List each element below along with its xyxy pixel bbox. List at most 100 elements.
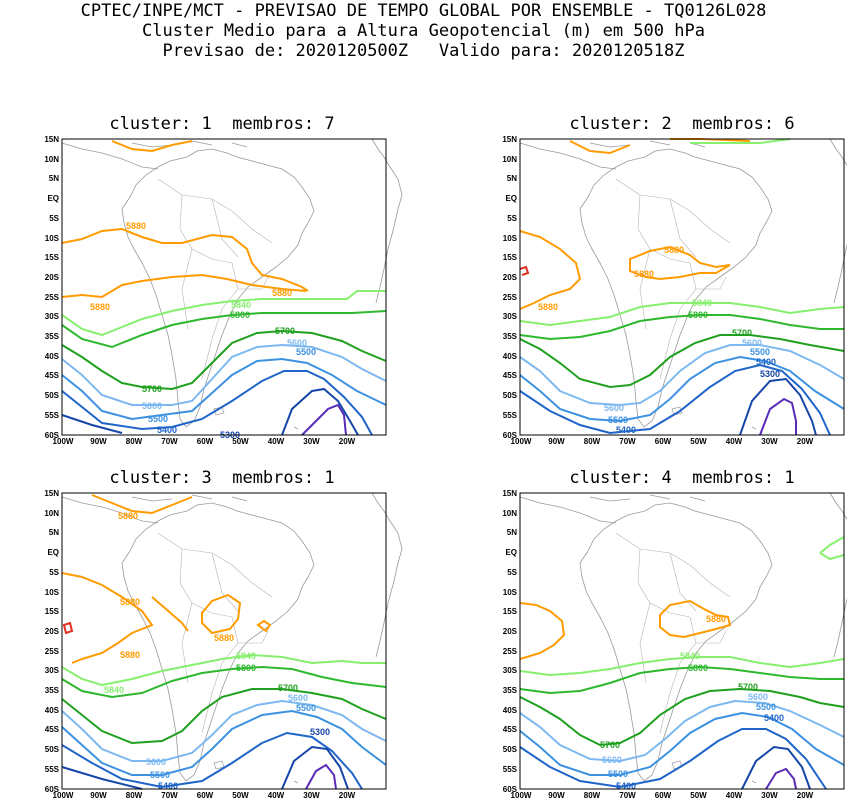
lat-tick-label: 5N [48,528,59,538]
lon-tick-label: 20W [796,791,814,800]
contour-5880-high [659,599,732,639]
lat-tick-label: 30S [502,666,517,676]
contour-label-5600: 5600 [742,338,762,348]
contour-label-5400: 5400 [157,425,177,435]
lat-tick-label: 10S [44,233,59,243]
contour-5700 [61,329,387,391]
lat-tick-label: 35S [44,686,59,695]
lon-tick-label: 100W [510,437,532,446]
contour-label-5300: 5300 [310,727,330,737]
lat-tick-label: 20S [502,272,517,282]
contour-label-5840: 5840 [231,300,251,310]
lat-tick-label: 10N [44,154,59,164]
contour-label-5800: 5800 [688,310,708,320]
contour-label-5840: 5840 [104,685,124,695]
lat-tick-label: 10S [44,587,59,597]
lon-tick-label: 30W [303,437,320,446]
lat-tick-label: 50S [44,745,59,755]
contour-5500 [519,355,845,423]
lon-tick-label: 50W [690,791,707,800]
lon-tick-label: 100W [52,437,74,446]
forecast-dates: Previsao de: 2020120500Z Valido para: 20… [162,41,685,61]
lat-tick-label: 25S [44,646,59,656]
map-panel-cluster-1: 5880 5880 5880 5840 5800 5700 5600 5500 … [61,138,403,440]
contour-5880-high [629,245,731,281]
contour-label-5800: 5800 [688,663,708,673]
lat-tick-label: 20S [44,626,59,636]
subtitle: Cluster Medio para a Altura Geopotencial… [142,21,705,41]
contour-label-5400: 5400 [756,357,776,367]
contour-label-5600: 5600 [287,338,307,348]
lat-tick-label: 45S [502,725,517,735]
lon-tick-label: 50W [232,437,249,446]
lat-tick-label: 55S [44,410,59,420]
main-title: CPTEC/INPE/MCT - PREVISAO DE TEMPO GLOBA… [80,1,767,21]
contour-5500 [61,357,387,421]
lon-tick-label: 100W [52,791,74,800]
map-panel-cluster-3: 5880 5880 5880 5880 5840 5840 5800 5700 … [61,492,403,791]
contour-label-5300: 5300 [760,369,780,379]
lon-tick-label: 70W [161,437,178,446]
lat-tick-label: 25S [44,292,59,302]
map-frame [519,492,845,790]
contour-high-red [519,265,530,276]
lon-tick-label: 40W [267,791,285,800]
contour-5200 [305,763,337,790]
lat-tick-label: 35S [502,332,517,341]
lon-tick-label: 20W [338,437,356,446]
contour-5880-west [519,230,582,310]
contour-5840 [519,656,845,677]
lat-tick-label: EQ [505,194,517,204]
lat-tick-label: 5N [48,174,59,184]
contour-label-5600: 5600 [604,403,624,413]
contour-5840 [61,290,386,337]
coastline-layer [61,138,403,430]
contour-5700 [519,687,845,747]
lat-tick-label: 10N [502,508,517,518]
lon-tick-label: 90W [548,791,565,800]
contour-label-5880: 5880 [120,597,140,607]
contour-5880-west [519,602,566,660]
lat-tick-label: 35S [502,686,517,695]
contour-label-5880: 5880 [664,245,684,255]
contour-5500 [519,711,845,776]
contour-5200 [759,397,797,436]
contour-label-5600: 5600 [146,757,166,767]
lat-tick-label: 5S [49,567,59,577]
lon-tick-label: 60W [654,791,672,800]
lon-tick-label: 30W [303,791,320,800]
contour-5500 [61,709,387,776]
lat-tick-label: 15N [44,135,59,144]
lon-tick-label: 90W [90,437,107,446]
lat-tick-label: 25S [502,646,517,656]
contour-label-5880: 5880 [272,288,292,298]
contour-label-5600: 5600 [142,401,162,411]
contour-label-5500: 5500 [608,769,628,779]
contour-label-5700: 5700 [732,328,752,338]
lat-tick-label: 10S [502,233,517,243]
lat-tick-label: 5S [49,213,59,223]
contour-label-5600: 5600 [288,693,308,703]
lon-tick-label: 60W [196,791,214,800]
lat-tick-label: 50S [502,745,517,755]
contour-5600 [519,699,845,763]
lat-tick-label: 55S [502,764,517,774]
lat-tick-label: 40S [502,705,517,715]
contour-label-5500: 5500 [296,347,316,357]
contour-5840 [519,302,845,327]
lon-tick-label: 70W [619,791,636,800]
contour-5840 [61,653,386,687]
lat-tick-label: 35S [44,332,59,341]
map-panel-cluster-4: 5880 5840 5800 5700 5600 5500 5400 5700 … [519,492,847,791]
contour-5880-north [111,140,193,153]
lat-tick-label: EQ [47,548,59,558]
lon-tick-label: 20W [796,437,814,446]
lat-tick-label: 45S [502,371,517,381]
contour-label-5600: 5600 [602,755,622,765]
contour-5400 [519,363,831,436]
lon-tick-label: 60W [196,437,214,446]
contour-label-5700: 5700 [278,683,298,693]
map-panel-cluster-2: 5880 5880 5880 5840 5800 5700 5600 5500 … [519,138,847,436]
contour-label-5700: 5700 [275,326,295,336]
lon-tick-label: 90W [90,791,107,800]
